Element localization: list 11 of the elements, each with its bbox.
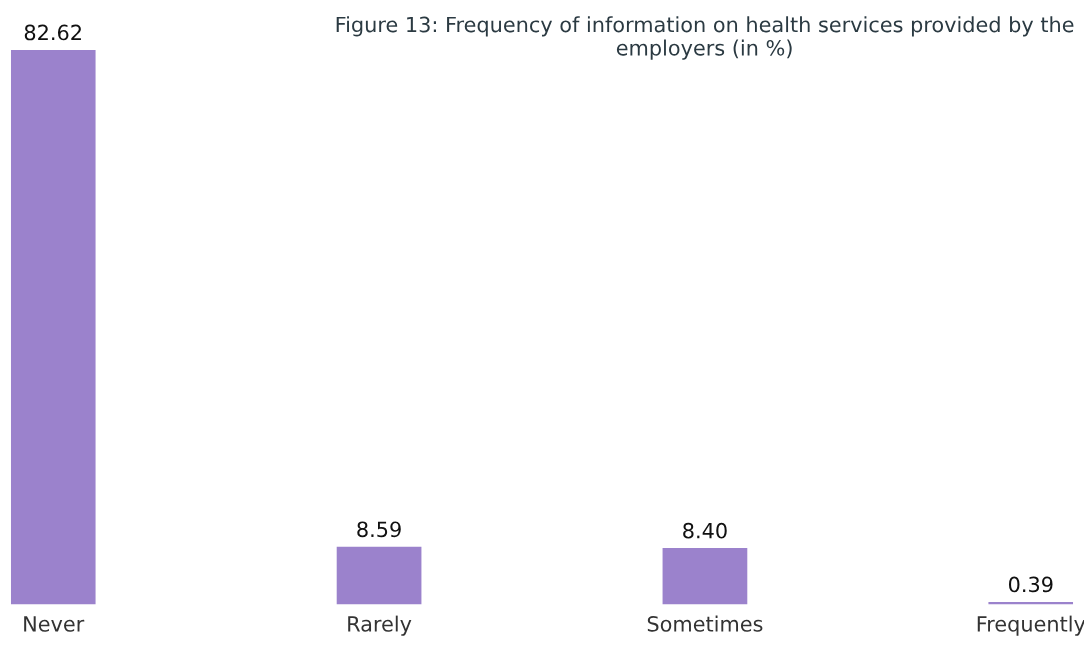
bar [336,546,422,605]
bar [662,548,748,605]
x-tick-label: Sometimes [647,615,763,632]
data-label: 82.62 [24,24,81,41]
bar [10,49,96,605]
chart-title: Figure 13: Frequency of information on health services provided by the employers (in %) [336,16,1074,60]
x-tick-label: Rarely [348,615,412,636]
x-tick-label: Never [24,616,85,632]
data-label: 8.59 [357,521,401,538]
data-label: 0.39 [1008,576,1053,593]
data-label: 8.40 [683,522,727,539]
